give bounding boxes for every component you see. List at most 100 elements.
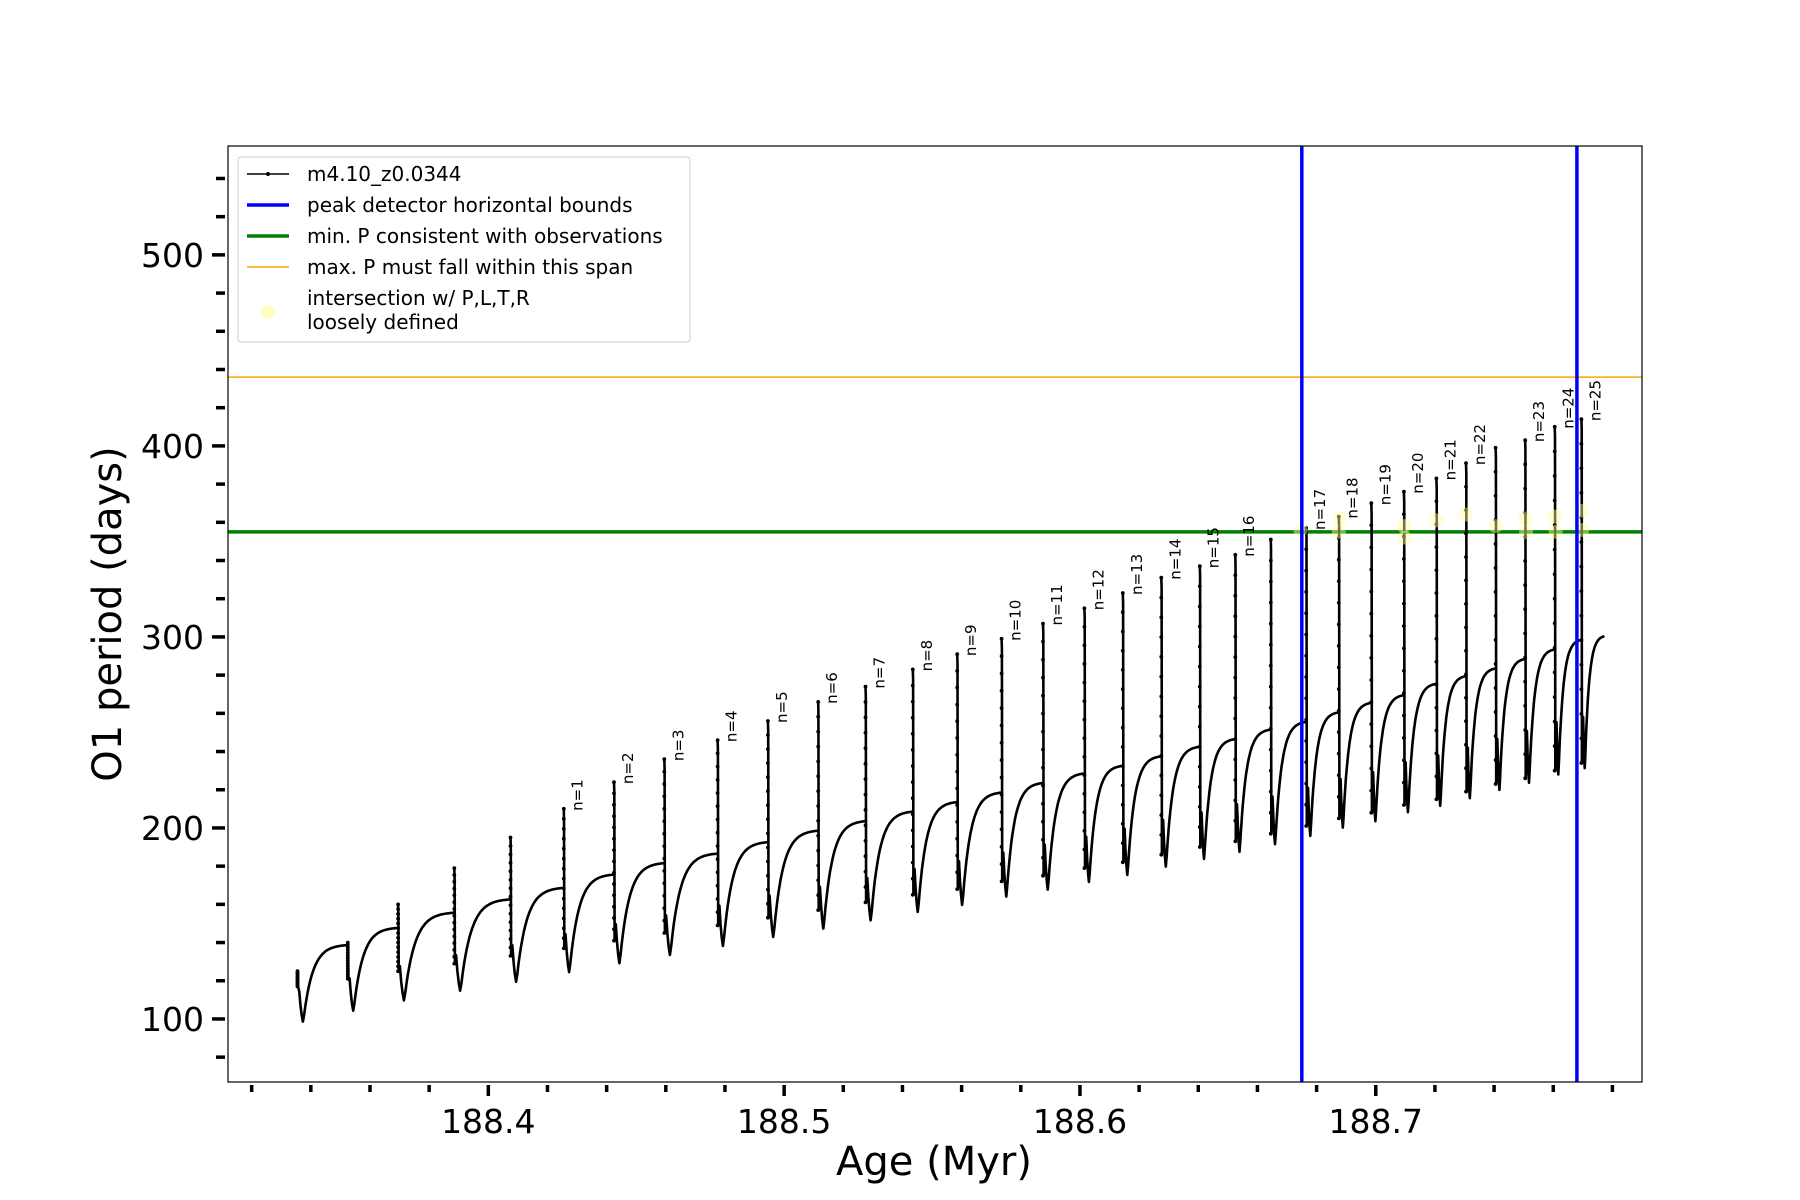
data-point [508, 852, 513, 857]
data-point [1120, 725, 1125, 730]
data-point [396, 950, 400, 954]
data-point [1041, 711, 1045, 716]
data-point [662, 906, 667, 911]
data-point [1523, 462, 1528, 467]
data-point [396, 926, 400, 931]
data-point [1552, 474, 1557, 478]
data-point [1197, 704, 1202, 709]
series-line [1337, 516, 1372, 829]
data-point [1493, 518, 1498, 522]
series-cycle [1041, 621, 1085, 891]
data-point [1464, 602, 1468, 606]
peak-label: n=15 [1205, 527, 1223, 568]
peak-label: n=3 [669, 730, 687, 762]
data-point [1552, 547, 1557, 552]
intersection-marker [1547, 509, 1562, 524]
data-point [508, 928, 513, 933]
peak-label: n=16 [1240, 516, 1258, 557]
peak-label: n=11 [1048, 584, 1066, 625]
data-point [508, 844, 513, 848]
data-point [1268, 621, 1273, 626]
series-cycle [561, 806, 614, 974]
data-point [1579, 613, 1584, 618]
data-point [1523, 776, 1528, 781]
data-point [1082, 829, 1087, 833]
data-point [1197, 805, 1202, 809]
data-point [766, 831, 770, 836]
data-point [1197, 644, 1202, 649]
data-point [1523, 728, 1528, 732]
data-point [999, 654, 1004, 659]
data-point [1197, 604, 1202, 609]
data-point [1041, 675, 1045, 680]
data-point [1464, 672, 1468, 677]
series-line [955, 654, 1002, 907]
x-tick-label: 188.6 [1033, 1102, 1127, 1141]
data-point [612, 802, 616, 807]
x-tick-label: 188.4 [441, 1102, 535, 1141]
data-point [561, 836, 566, 841]
data-point [1304, 739, 1309, 743]
data-point [955, 736, 960, 740]
data-point [766, 873, 770, 878]
data-point [816, 789, 821, 793]
data-point [612, 814, 616, 818]
data-point [396, 907, 400, 911]
data-point [1120, 648, 1125, 653]
data-point [766, 817, 770, 822]
data-point [1493, 734, 1498, 738]
data-point [863, 792, 868, 797]
data-point [1579, 761, 1584, 765]
data-point [1523, 752, 1528, 756]
series-cycle [816, 700, 866, 930]
data-point [1493, 758, 1498, 762]
series-line [716, 740, 768, 948]
data-point [715, 830, 720, 835]
data-point [1197, 724, 1202, 729]
data-point [1579, 638, 1584, 643]
data-point [508, 937, 513, 941]
data-point [999, 775, 1004, 780]
data-point [1552, 424, 1557, 429]
data-point [1304, 675, 1309, 679]
legend-label-model: m4.10_z0.0344 [307, 162, 462, 186]
data-point [955, 752, 960, 757]
data-point [1268, 600, 1273, 605]
data-point [1464, 695, 1468, 700]
data-point [1579, 662, 1584, 667]
data-point [955, 702, 960, 707]
data-point [1336, 665, 1341, 670]
data-point [1041, 657, 1045, 662]
data-point [662, 769, 667, 774]
series-cycle [295, 943, 348, 1023]
data-point [1523, 631, 1528, 636]
data-point [910, 876, 915, 881]
intersection-marker [1488, 519, 1503, 534]
series-cycle [508, 835, 564, 984]
data-point [452, 893, 457, 898]
data-point [1552, 596, 1557, 601]
data-point [1041, 747, 1045, 752]
data-point [1464, 508, 1468, 512]
data-point [1402, 557, 1406, 561]
data-point [955, 652, 960, 656]
series-line [1083, 608, 1123, 884]
data-point [1120, 629, 1125, 634]
data-point [396, 940, 400, 945]
data-point [816, 774, 821, 779]
data-point [612, 859, 616, 864]
peak-label: n=10 [1007, 600, 1025, 641]
data-point [612, 916, 616, 920]
data-point [1268, 642, 1273, 647]
peak-label: n=18 [1344, 477, 1362, 518]
data-point [1268, 726, 1273, 731]
data-point [766, 789, 770, 794]
data-point [910, 796, 915, 801]
data-point [1082, 606, 1087, 611]
data-point [396, 912, 400, 916]
data-point [452, 961, 457, 966]
data-point [452, 913, 457, 918]
data-point [561, 826, 566, 831]
data-point [1523, 438, 1528, 443]
data-point [1159, 694, 1164, 699]
